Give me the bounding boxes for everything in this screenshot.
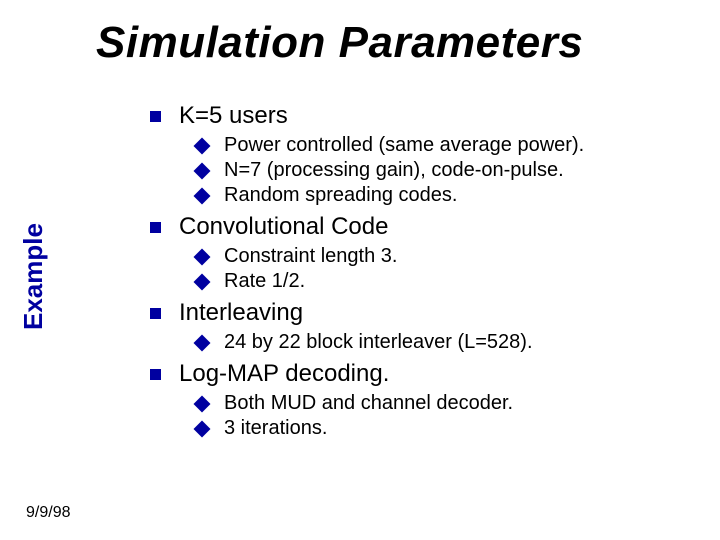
bullet-lvl1-label: K=5 users (179, 102, 288, 130)
slide-content: K=5 users Power controlled (same average… (150, 96, 690, 442)
bullet-lvl2-label: Constraint length 3. (224, 245, 397, 268)
bullet-lvl2: N=7 (processing gain), code-on-pulse. (196, 159, 690, 182)
bullet-lvl2-label: Random spreading codes. (224, 184, 457, 207)
bullet-lvl1: K=5 users (150, 102, 690, 130)
bullet-lvl1-label: Convolutional Code (179, 213, 388, 241)
bullet-lvl1-label: Interleaving (179, 299, 303, 327)
square-bullet-icon (150, 222, 161, 233)
bullet-lvl2: Both MUD and channel decoder. (196, 392, 690, 415)
sub-bullet-group: 24 by 22 block interleaver (L=528). (196, 331, 690, 354)
sub-bullet-group: Both MUD and channel decoder. 3 iteratio… (196, 392, 690, 440)
diamond-bullet-icon (194, 395, 211, 412)
diamond-bullet-icon (194, 248, 211, 265)
bullet-lvl2-label: 3 iterations. (224, 417, 327, 440)
bullet-lvl1: Interleaving (150, 299, 690, 327)
bullet-lvl2: Power controlled (same average power). (196, 134, 690, 157)
bullet-lvl2: 3 iterations. (196, 417, 690, 440)
sub-bullet-group: Power controlled (same average power). N… (196, 134, 690, 207)
side-label: Example (18, 223, 49, 330)
bullet-lvl2-label: Both MUD and channel decoder. (224, 392, 513, 415)
bullet-lvl1: Log-MAP decoding. (150, 360, 690, 388)
diamond-bullet-icon (194, 187, 211, 204)
bullet-lvl1: Convolutional Code (150, 213, 690, 241)
diamond-bullet-icon (194, 137, 211, 154)
square-bullet-icon (150, 308, 161, 319)
bullet-lvl2: Constraint length 3. (196, 245, 690, 268)
bullet-lvl1-label: Log-MAP decoding. (179, 360, 389, 388)
diamond-bullet-icon (194, 273, 211, 290)
slide-date: 9/9/98 (26, 504, 70, 522)
bullet-lvl2-label: 24 by 22 block interleaver (L=528). (224, 331, 533, 354)
bullet-lvl2: Random spreading codes. (196, 184, 690, 207)
diamond-bullet-icon (194, 162, 211, 179)
diamond-bullet-icon (194, 420, 211, 437)
diamond-bullet-icon (194, 334, 211, 351)
square-bullet-icon (150, 111, 161, 122)
bullet-lvl2-label: N=7 (processing gain), code-on-pulse. (224, 159, 564, 182)
sub-bullet-group: Constraint length 3. Rate 1/2. (196, 245, 690, 293)
side-label-container: Example (18, 330, 125, 361)
bullet-lvl2: Rate 1/2. (196, 270, 690, 293)
slide-title: Simulation Parameters (96, 18, 583, 68)
bullet-lvl2-label: Rate 1/2. (224, 270, 305, 293)
bullet-lvl2: 24 by 22 block interleaver (L=528). (196, 331, 690, 354)
bullet-lvl2-label: Power controlled (same average power). (224, 134, 584, 157)
square-bullet-icon (150, 369, 161, 380)
